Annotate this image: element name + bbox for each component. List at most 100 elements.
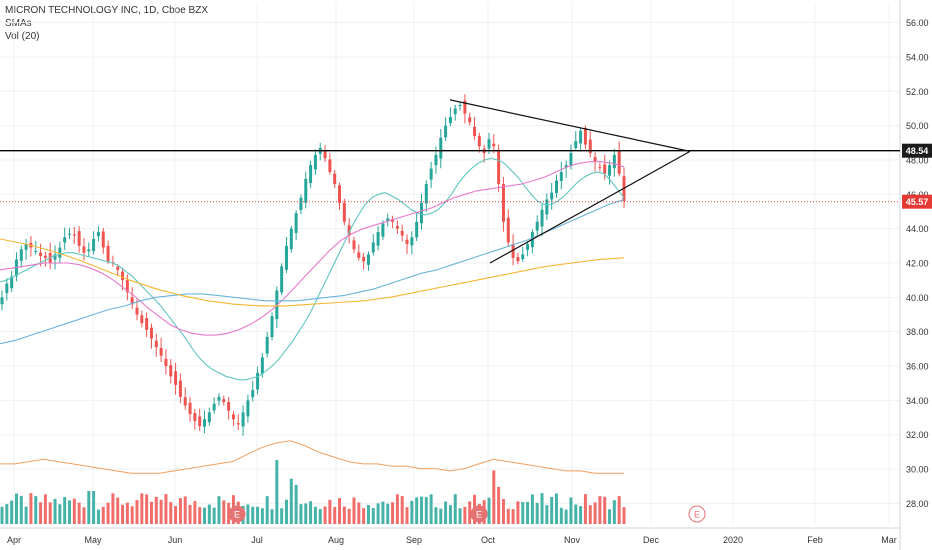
candle-body [304,178,308,203]
candle-body [338,185,342,203]
y-tick-label: 42.00 [906,259,929,269]
volume-bar [280,508,284,524]
volume-bar [270,509,274,524]
volume-bar [362,508,366,524]
volume-bar [550,496,554,524]
candle-body [299,197,303,211]
volume-bar [289,478,293,524]
candle-body [333,173,337,185]
candle-body [540,209,544,227]
x-tick-label: Jun [168,535,183,545]
volume-bar [608,509,612,524]
volume-bar [506,508,510,524]
candle-body [583,128,587,145]
volume-bar [410,500,414,524]
volume-ma-line [0,440,624,474]
candle-body [43,255,47,258]
candle-body [227,401,231,411]
candle-body [395,226,399,229]
volume-bar [598,496,602,524]
x-tick-label: Dec [643,535,660,545]
volume-bar [183,496,187,524]
volume-bar [188,504,192,524]
volume-bar [121,504,125,524]
x-tick-label: Jul [251,535,263,545]
sma-legend: SMAs [5,18,32,29]
volume-bar [535,502,539,524]
candle-body [256,372,260,390]
lower-trendline [489,150,691,264]
volume-bar [357,502,361,524]
volume-bar [309,501,313,524]
candle-body [434,154,438,166]
upper-trendline [449,99,691,152]
candle-body [101,231,105,248]
volume-bar [497,486,501,524]
candle-body [564,165,568,168]
volume-bar [203,507,207,524]
volume-bar [612,500,616,524]
candle-body [371,242,375,253]
volume-bar [574,504,578,524]
y-tick-label: 44.00 [906,224,929,234]
volume-bar [366,504,370,524]
x-tick-label: Aug [328,535,344,545]
candle-body [212,403,216,411]
candle-body [347,225,351,236]
level-price-label: 48.54 [906,146,929,156]
candle-body [135,307,139,315]
candle-body [492,143,496,147]
volume-bar [448,505,452,524]
volume-bar [376,503,380,524]
volume-bar [540,493,544,524]
volume-bar [391,502,395,524]
volume-bar [116,497,120,524]
candle-body [39,252,43,257]
volume-bar [453,494,457,524]
volume-bar [207,504,211,524]
volume-bar [405,507,409,524]
candle-body [309,165,313,184]
sma-100-line [0,198,625,345]
candle-body [72,234,76,236]
last-price-label-bg [902,194,932,209]
volume-bar [458,508,462,524]
candle-body [453,108,457,115]
y-tick-label: 38.00 [906,327,929,337]
candle-body [448,117,452,124]
volume-bar [371,508,375,524]
candle-body [130,297,134,305]
sma-200-line [0,238,625,307]
volume-bar [178,498,182,524]
earnings-marker-label: E [694,510,700,520]
volume-bar [193,501,197,524]
candle-body [400,230,404,236]
candle-body [501,184,505,222]
level-price-label-bg [902,143,932,158]
volume-bar [10,500,14,524]
candle-body [487,139,491,149]
volume-bar [174,506,178,524]
volume-bar [77,502,81,524]
candle-body [424,184,428,204]
volume-bar [516,501,520,524]
earnings-marker [228,505,246,523]
candle-body [463,100,467,114]
candle-body [58,247,62,258]
y-tick-label: 34.00 [906,396,929,406]
volume-bar [34,496,38,524]
chart-legend: MICRON TECHNOLOGY INC, 1D, Cboe BZX SMAs… [5,4,208,43]
y-tick-label: 32.00 [906,430,929,440]
volume-bar [439,508,443,524]
candle-body [328,159,332,172]
candle-body [68,233,71,235]
candle-body [366,254,370,265]
sma-20-line [0,157,625,381]
candle-body [207,412,211,423]
volume-bar [419,496,423,524]
volume-bar [593,502,597,524]
candle-body [439,137,443,159]
candle-body [0,297,4,305]
volume-bar [198,507,202,524]
